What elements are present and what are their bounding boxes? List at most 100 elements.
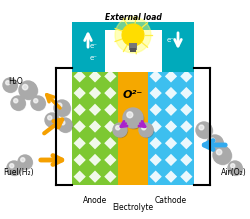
Circle shape [14, 99, 18, 103]
Text: Cathode: Cathode [155, 196, 187, 205]
Bar [105, 30, 162, 72]
Circle shape [208, 136, 224, 152]
Polygon shape [150, 70, 162, 83]
Bar [130, 48, 136, 52]
Circle shape [34, 99, 38, 103]
Polygon shape [150, 120, 162, 133]
Polygon shape [180, 171, 192, 183]
Polygon shape [89, 171, 101, 183]
Text: e⁻: e⁻ [167, 37, 175, 43]
Circle shape [114, 124, 128, 138]
Circle shape [199, 125, 204, 130]
Circle shape [196, 122, 212, 138]
Circle shape [8, 162, 22, 175]
Circle shape [20, 83, 38, 100]
Circle shape [11, 96, 25, 110]
Polygon shape [74, 154, 86, 166]
Polygon shape [89, 87, 101, 99]
Polygon shape [165, 87, 177, 99]
Polygon shape [104, 137, 117, 149]
Polygon shape [104, 70, 117, 83]
Polygon shape [89, 137, 101, 149]
Text: e⁻: e⁻ [90, 55, 98, 61]
Bar [118, 68, 148, 185]
Circle shape [6, 81, 10, 85]
Circle shape [213, 146, 231, 164]
Polygon shape [180, 87, 192, 99]
Circle shape [216, 149, 222, 155]
Polygon shape [180, 104, 192, 116]
Circle shape [46, 114, 60, 127]
Text: Electrolyte: Electrolyte [112, 203, 154, 212]
Polygon shape [150, 137, 162, 149]
Circle shape [123, 108, 143, 128]
Circle shape [116, 126, 120, 130]
Text: Anode: Anode [83, 196, 107, 205]
Polygon shape [104, 154, 117, 166]
Polygon shape [74, 87, 86, 99]
Polygon shape [104, 87, 117, 99]
Circle shape [197, 123, 212, 139]
Polygon shape [165, 154, 177, 166]
Bar [72, 68, 118, 185]
Circle shape [12, 97, 26, 111]
Circle shape [32, 97, 46, 111]
Polygon shape [89, 70, 101, 83]
Circle shape [55, 101, 70, 117]
Circle shape [207, 135, 223, 151]
Text: H₂O: H₂O [8, 78, 23, 87]
Polygon shape [89, 154, 101, 166]
Bar [72, 22, 194, 72]
Polygon shape [89, 104, 101, 116]
Polygon shape [74, 70, 86, 83]
Circle shape [18, 155, 32, 169]
Circle shape [10, 164, 14, 168]
Circle shape [58, 118, 72, 132]
Circle shape [4, 79, 18, 92]
Circle shape [210, 138, 215, 143]
Text: O²⁻: O²⁻ [123, 90, 143, 100]
Circle shape [48, 116, 52, 120]
Polygon shape [74, 137, 86, 149]
Circle shape [7, 161, 21, 175]
Circle shape [21, 158, 25, 162]
Circle shape [142, 126, 146, 130]
Polygon shape [150, 171, 162, 183]
Circle shape [122, 24, 144, 46]
Polygon shape [165, 137, 177, 149]
Polygon shape [74, 120, 86, 133]
Polygon shape [104, 120, 117, 133]
Polygon shape [89, 120, 101, 133]
Bar [129, 43, 137, 50]
Circle shape [140, 124, 153, 138]
Circle shape [231, 164, 235, 168]
Circle shape [228, 161, 242, 175]
Circle shape [229, 162, 242, 175]
Circle shape [115, 17, 151, 53]
Polygon shape [165, 104, 177, 116]
Polygon shape [74, 171, 86, 183]
Text: External load: External load [104, 13, 162, 22]
Polygon shape [180, 154, 192, 166]
Circle shape [19, 156, 32, 170]
Circle shape [19, 81, 37, 99]
Circle shape [57, 103, 62, 108]
Bar [148, 68, 194, 185]
Polygon shape [150, 87, 162, 99]
Circle shape [45, 113, 59, 127]
Circle shape [125, 110, 144, 129]
Circle shape [113, 123, 127, 137]
Polygon shape [165, 171, 177, 183]
Polygon shape [150, 104, 162, 116]
Circle shape [214, 148, 232, 165]
Polygon shape [165, 70, 177, 83]
Circle shape [3, 78, 17, 92]
Polygon shape [74, 104, 86, 116]
Circle shape [139, 123, 153, 137]
Circle shape [54, 100, 70, 116]
Circle shape [22, 84, 28, 90]
Polygon shape [150, 154, 162, 166]
Circle shape [61, 121, 65, 125]
Polygon shape [165, 120, 177, 133]
Circle shape [127, 112, 133, 118]
